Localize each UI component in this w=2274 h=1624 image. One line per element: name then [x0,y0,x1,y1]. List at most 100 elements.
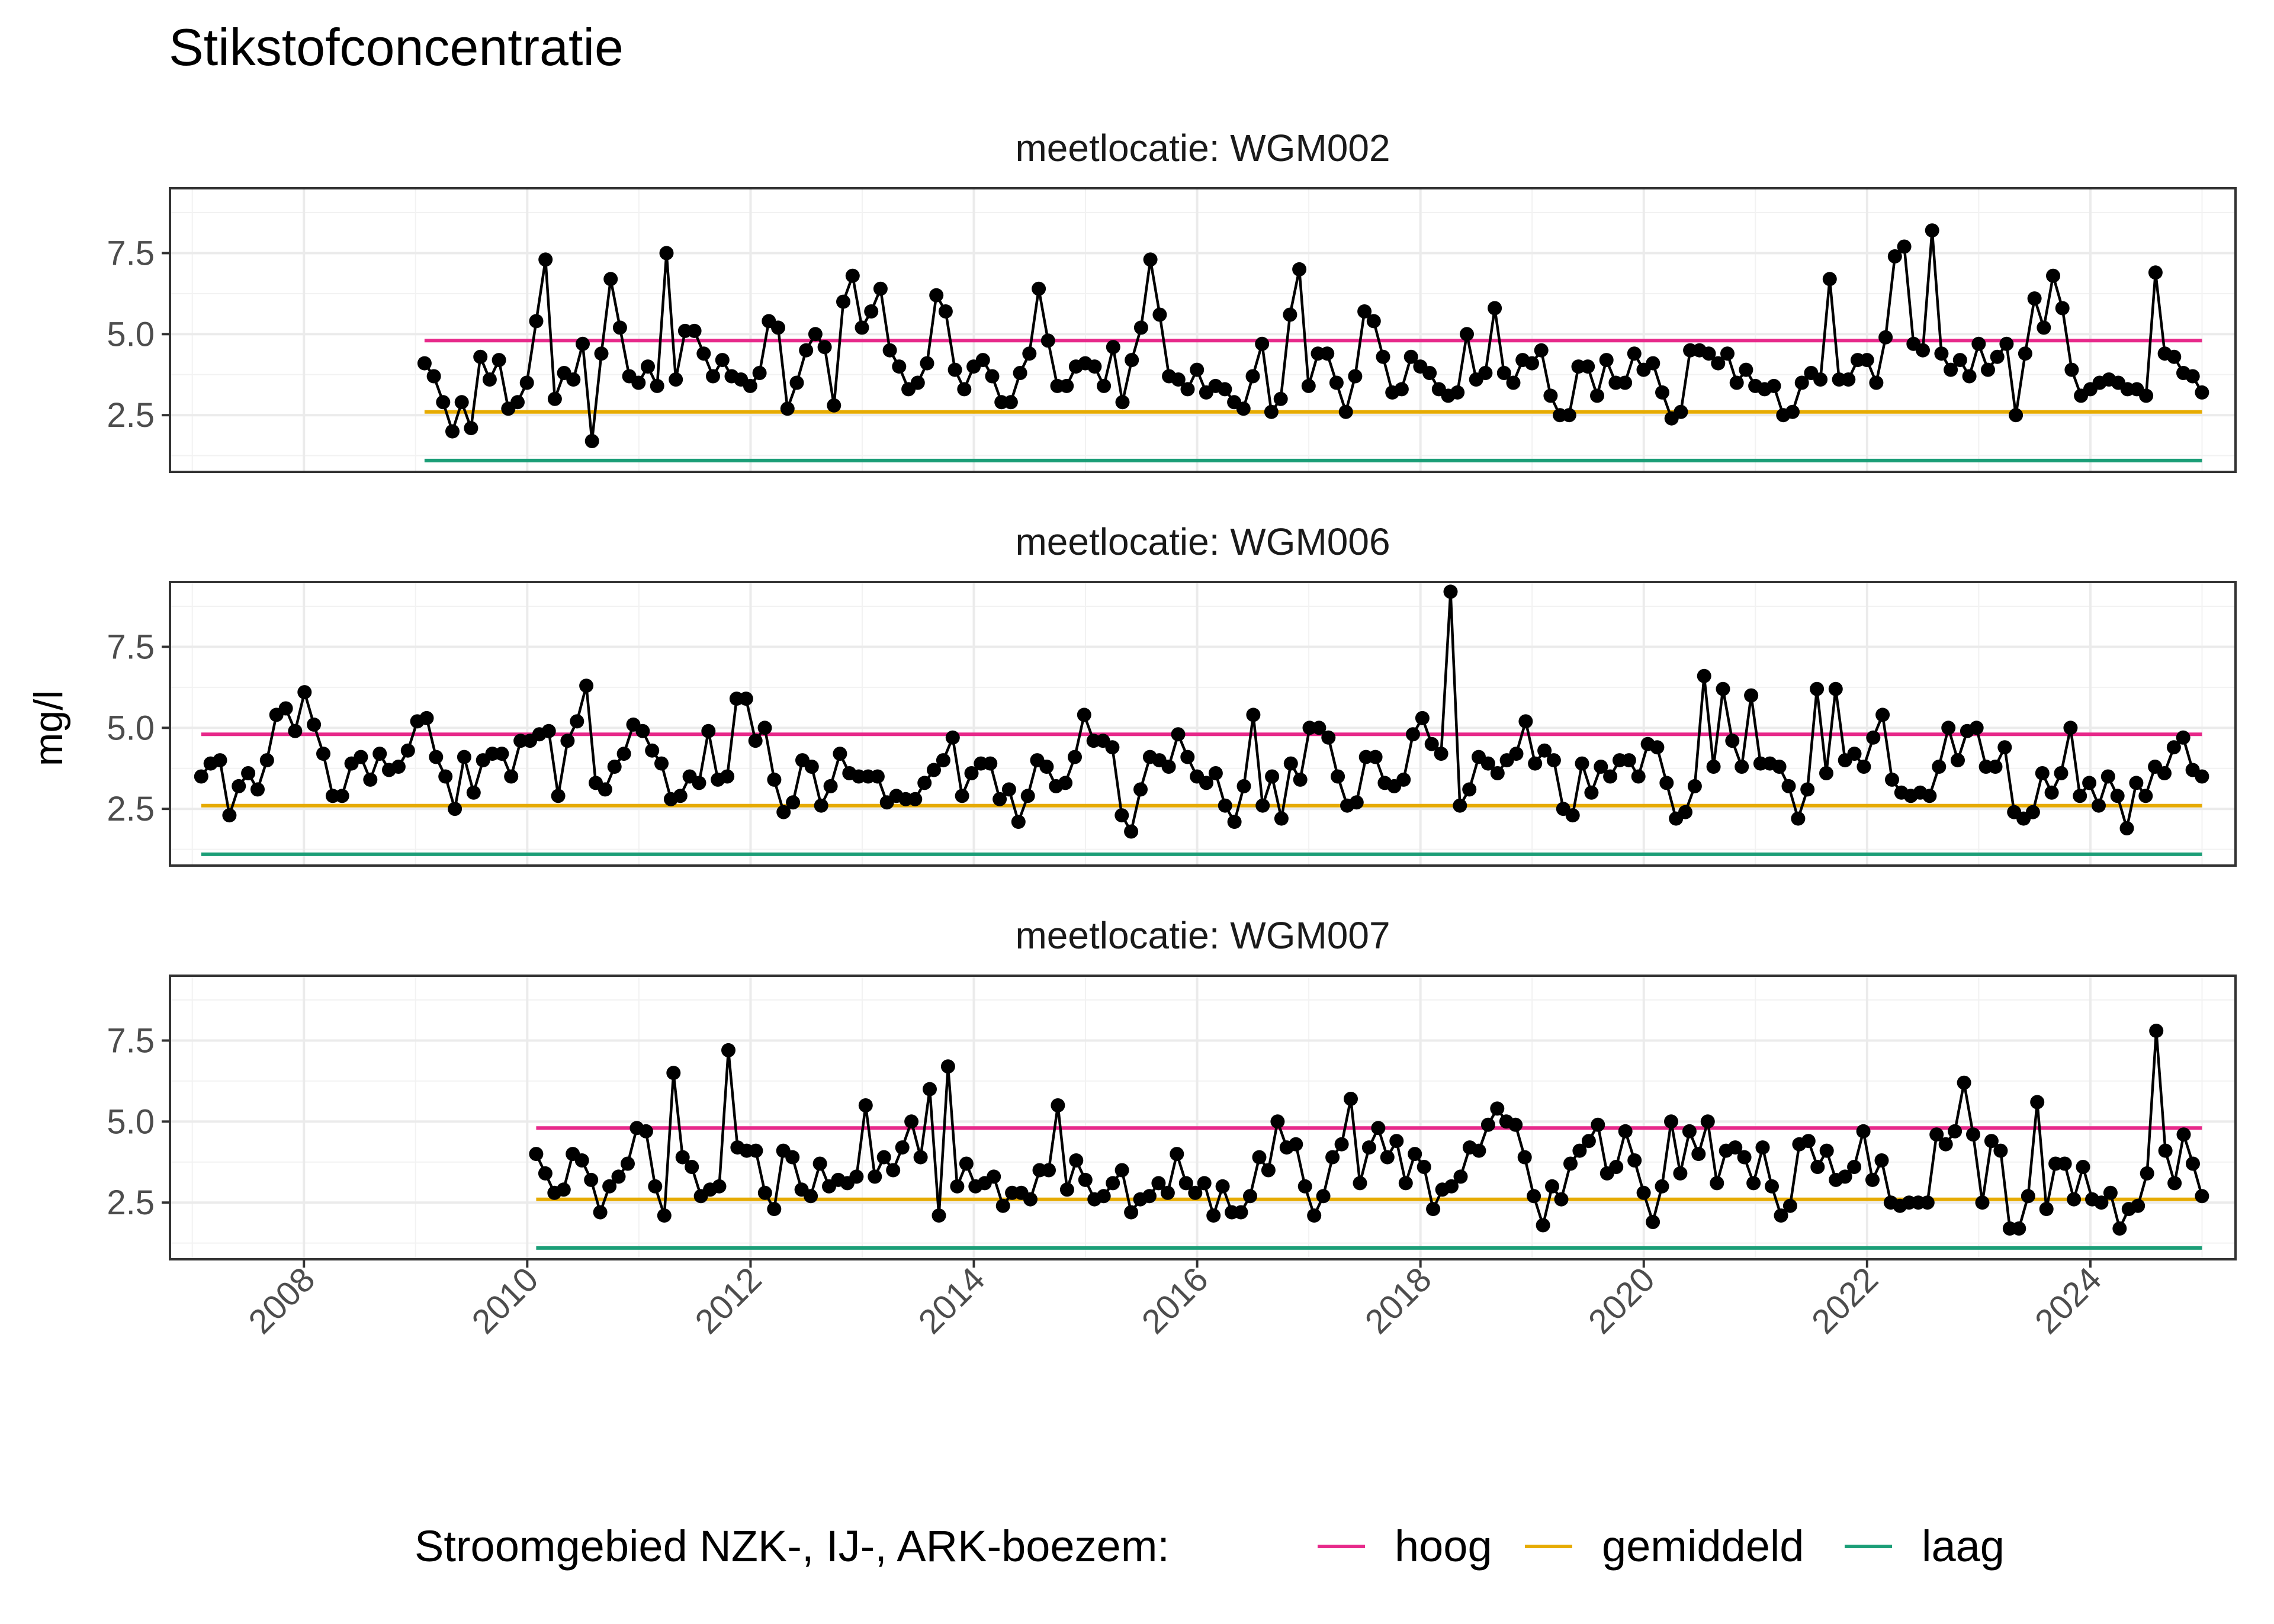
data-point [1188,1185,1203,1200]
data-point [696,346,711,361]
data-point [607,760,622,774]
data-point [570,714,584,729]
data-point [1443,584,1458,599]
data-point [1700,1114,1715,1129]
data-point [823,779,838,793]
data-point [1406,727,1420,742]
data-point [1508,1117,1523,1132]
data-point [2057,1156,2072,1171]
data-point [1636,1185,1651,1200]
data-point [641,359,655,374]
data-point [1618,1124,1633,1139]
x-tick-label: 2022 [1804,1260,1886,1341]
data-point [1525,356,1539,371]
data-point [1334,1137,1349,1152]
data-point [720,769,735,784]
data-point [1338,404,1353,419]
data-point [1810,681,1825,696]
data-point [250,782,265,797]
panel-3: meetlocatie: WGM007 2.5 5.0 7.5 [107,914,2237,1260]
data-point [602,1179,617,1194]
data-point [1011,815,1026,829]
data-point [2195,385,2209,400]
data-point [2046,268,2060,283]
data-point [603,272,618,287]
data-point [1301,378,1316,393]
data-point [950,1179,965,1194]
data-point [932,1208,946,1223]
data-point [547,391,562,406]
data-point [574,1153,589,1168]
data-point [1631,769,1646,784]
data-point [987,1169,1001,1184]
data-point [566,372,581,387]
data-point [1687,779,1702,793]
data-point [1744,688,1759,703]
data-point [2186,1156,2200,1171]
data-point [1766,378,1781,393]
data-point [438,769,453,784]
data-point [868,1169,882,1184]
data-point [1453,1169,1468,1184]
data-point [836,294,850,309]
data-point [2009,408,2024,423]
data-point [1344,1092,1358,1106]
y-tick-label: 2.5 [107,790,155,828]
data-point [492,353,506,368]
data-point [1236,779,1251,793]
data-point [1572,1143,1587,1158]
y-tick-label: 7.5 [107,1021,155,1060]
data-point [1800,782,1815,797]
data-point [429,750,444,764]
data-point [1270,1114,1285,1129]
data-point [2140,1166,2154,1181]
data-point [1490,1101,1505,1116]
data-point [920,356,934,371]
data-point [419,710,434,725]
data-point [1971,336,1986,351]
data-point [1389,1134,1404,1149]
data-point [908,792,923,806]
data-point [464,421,478,436]
data-point [576,336,590,351]
data-point [749,1143,763,1158]
y-tick-label: 5.0 [107,315,155,353]
data-point [297,685,312,700]
data-point [812,1156,827,1171]
data-point [1650,740,1665,755]
data-point [1361,1140,1376,1155]
data-point [870,769,885,784]
data-point [1536,1218,1550,1233]
data-point [1042,1163,1056,1178]
panel-background [170,188,2236,472]
data-point [363,772,378,787]
data-point [1368,750,1383,764]
data-point [2067,1192,2082,1207]
data-point [1966,1127,1980,1142]
data-point [776,805,791,819]
data-point [1218,382,1232,397]
data-point [1509,747,1524,761]
data-point [1424,737,1439,751]
data-point [771,320,785,335]
data-point [945,730,960,745]
data-point [1273,391,1288,406]
data-point [1925,223,1939,238]
data-point [1376,349,1390,364]
data-point [1782,1198,1797,1213]
data-point [232,779,246,793]
data-point [1180,382,1195,397]
data-point [1297,1179,1312,1194]
data-point [1255,798,1270,813]
data-point [1348,369,1363,384]
data-point [1106,1176,1120,1191]
data-point [1265,769,1280,784]
data-point [1283,756,1298,771]
data-point [2039,1202,2054,1217]
data-point [993,792,1007,806]
data-point [1543,388,1558,403]
data-point [494,747,509,761]
data-point [929,288,944,303]
data-point [1245,369,1260,384]
data-point [1537,743,1552,758]
